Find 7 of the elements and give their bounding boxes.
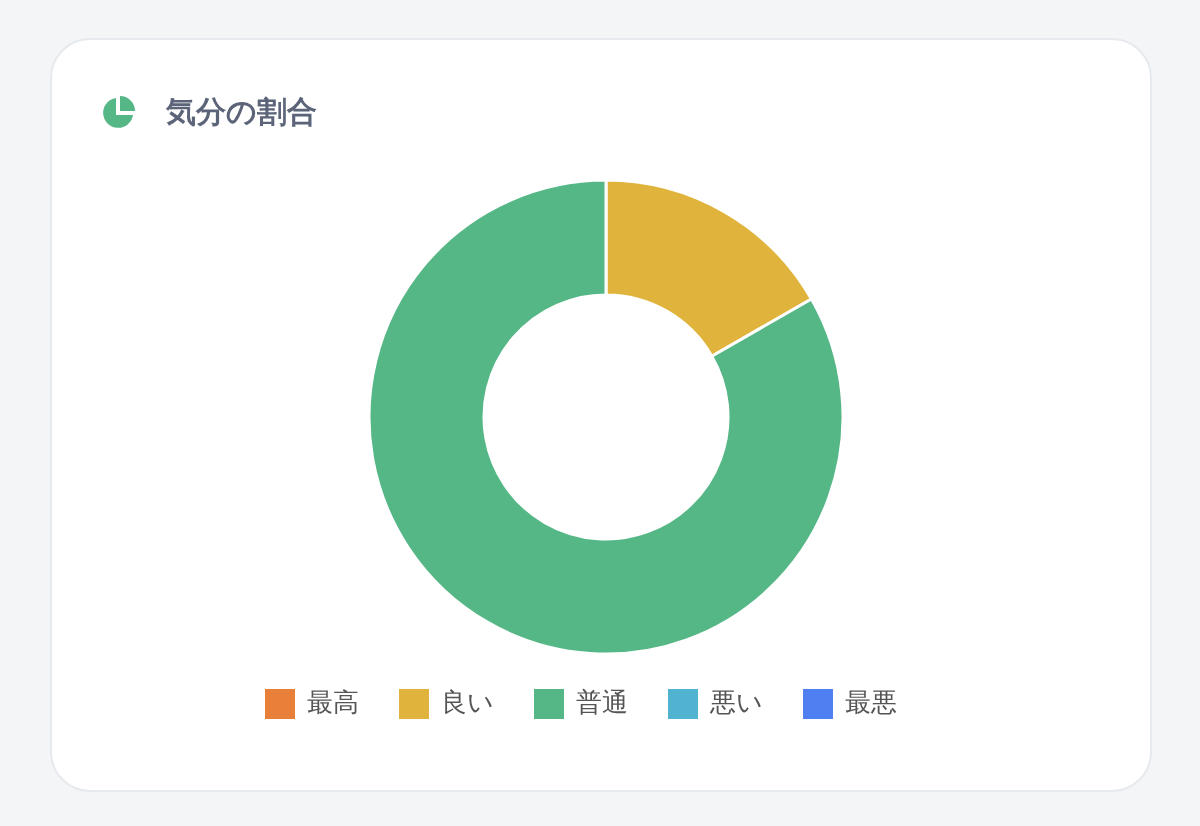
chart-title: 気分の割合	[166, 93, 317, 131]
legend-label: 最高	[307, 687, 359, 717]
donut-slice	[367, 178, 845, 656]
legend-label: 普通	[576, 687, 628, 717]
legend-label: 良い	[441, 687, 494, 717]
legend-label: 悪い	[710, 687, 763, 717]
legend-label: 最悪	[845, 687, 897, 717]
